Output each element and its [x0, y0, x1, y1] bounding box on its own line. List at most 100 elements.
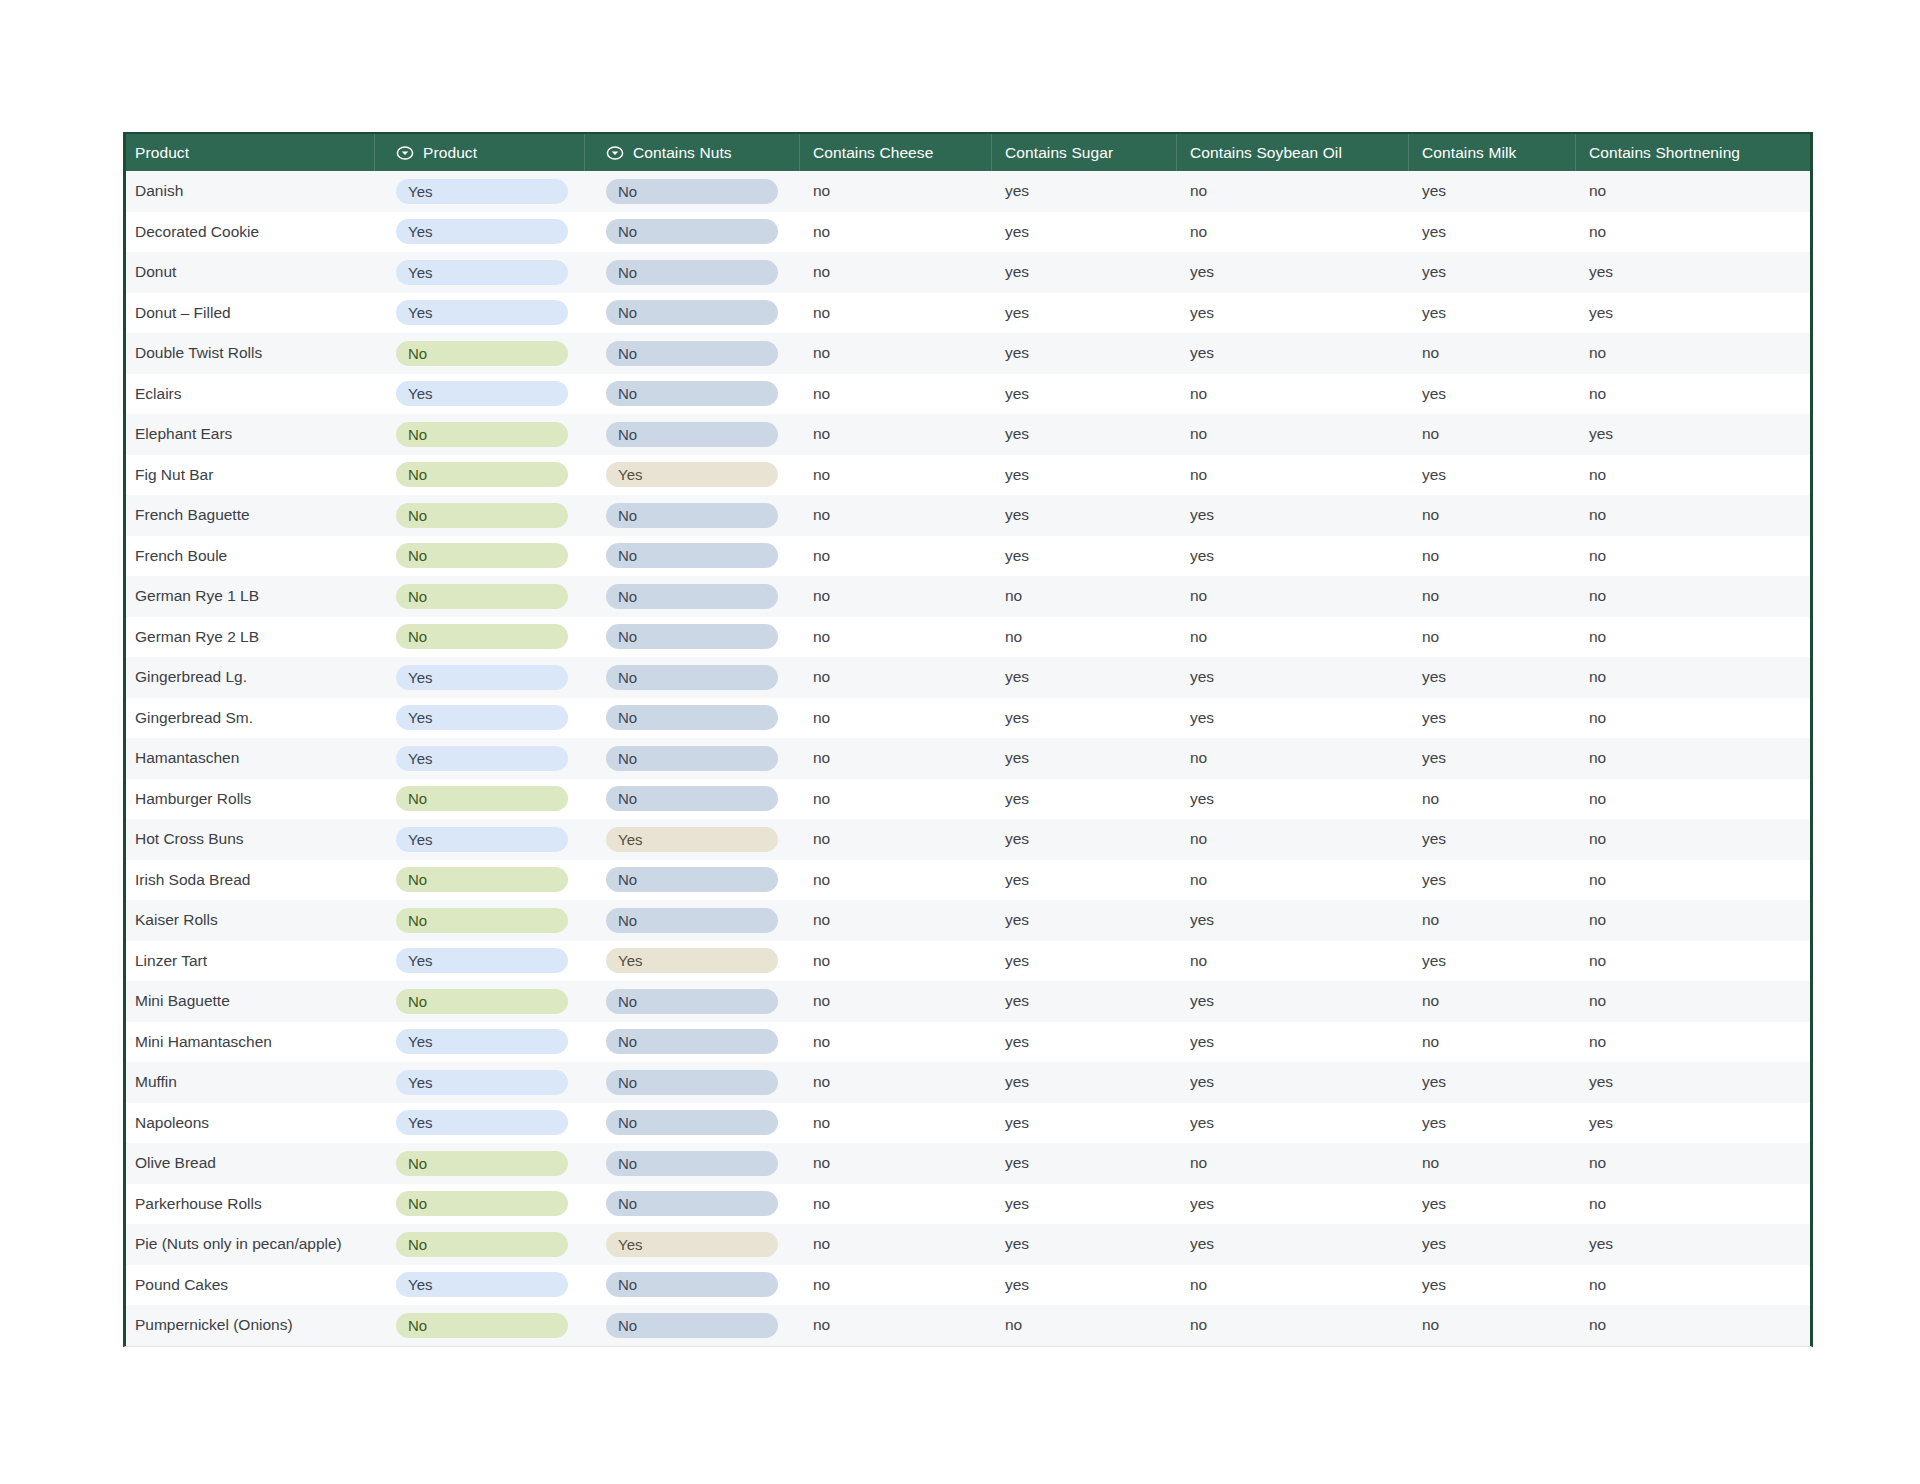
cell-contains-sugar-4[interactable]: yes	[991, 1062, 1176, 1103]
cell-contains-cheese-3[interactable]: no	[799, 657, 991, 698]
cell-contains-nuts-2[interactable]: No	[584, 657, 799, 698]
cell-contains-sugar-4[interactable]: yes	[991, 212, 1176, 253]
cell-contains-sugar-4[interactable]: yes	[991, 1224, 1176, 1265]
cell-contains-cheese-3[interactable]: no	[799, 779, 991, 820]
cell-contains-milk-6[interactable]: yes	[1408, 657, 1575, 698]
cell-product-1[interactable]: Yes	[374, 698, 584, 739]
cell-contains-cheese-3[interactable]: no	[799, 819, 991, 860]
cell-contains-milk-6[interactable]: yes	[1408, 455, 1575, 496]
cell-product-1[interactable]: Yes	[374, 171, 584, 212]
cell-contains-shortnening-7[interactable]: no	[1575, 1265, 1810, 1306]
cell-contains-cheese-3[interactable]: no	[799, 455, 991, 496]
cell-product-0[interactable]: French Boule	[126, 536, 374, 577]
cell-contains-nuts-2[interactable]: No	[584, 1103, 799, 1144]
cell-product-1[interactable]: Yes	[374, 941, 584, 982]
cell-contains-milk-6[interactable]: yes	[1408, 171, 1575, 212]
cell-contains-soybean-oil-5[interactable]: no	[1176, 212, 1408, 253]
cell-contains-soybean-oil-5[interactable]: yes	[1176, 1022, 1408, 1063]
cell-contains-cheese-3[interactable]: no	[799, 698, 991, 739]
cell-contains-milk-6[interactable]: yes	[1408, 1265, 1575, 1306]
cell-contains-cheese-3[interactable]: no	[799, 1184, 991, 1225]
cell-contains-shortnening-7[interactable]: yes	[1575, 293, 1810, 334]
cell-contains-cheese-3[interactable]: no	[799, 293, 991, 334]
cell-product-1[interactable]: No	[374, 455, 584, 496]
cell-contains-milk-6[interactable]: yes	[1408, 252, 1575, 293]
cell-contains-sugar-4[interactable]: yes	[991, 981, 1176, 1022]
cell-contains-sugar-4[interactable]: yes	[991, 1265, 1176, 1306]
cell-product-0[interactable]: Hot Cross Buns	[126, 819, 374, 860]
cell-product-1[interactable]: No	[374, 1224, 584, 1265]
cell-contains-sugar-4[interactable]: no	[991, 576, 1176, 617]
cell-contains-soybean-oil-5[interactable]: yes	[1176, 1184, 1408, 1225]
cell-contains-sugar-4[interactable]: yes	[991, 252, 1176, 293]
cell-product-1[interactable]: No	[374, 414, 584, 455]
cell-contains-soybean-oil-5[interactable]: yes	[1176, 536, 1408, 577]
cell-contains-milk-6[interactable]: no	[1408, 414, 1575, 455]
cell-product-1[interactable]: No	[374, 860, 584, 901]
cell-contains-shortnening-7[interactable]: yes	[1575, 252, 1810, 293]
cell-contains-soybean-oil-5[interactable]: no	[1176, 455, 1408, 496]
cell-contains-nuts-2[interactable]: No	[584, 860, 799, 901]
cell-contains-shortnening-7[interactable]: no	[1575, 1022, 1810, 1063]
column-header-contains-cheese-3[interactable]: Contains Cheese	[799, 134, 991, 171]
cell-contains-milk-6[interactable]: no	[1408, 536, 1575, 577]
cell-contains-nuts-2[interactable]: No	[584, 171, 799, 212]
cell-contains-cheese-3[interactable]: no	[799, 414, 991, 455]
cell-contains-shortnening-7[interactable]: no	[1575, 738, 1810, 779]
cell-contains-shortnening-7[interactable]: no	[1575, 171, 1810, 212]
cell-contains-nuts-2[interactable]: No	[584, 981, 799, 1022]
cell-product-0[interactable]: Gingerbread Lg.	[126, 657, 374, 698]
cell-product-1[interactable]: No	[374, 333, 584, 374]
cell-contains-cheese-3[interactable]: no	[799, 1022, 991, 1063]
cell-contains-cheese-3[interactable]: no	[799, 1062, 991, 1103]
cell-contains-milk-6[interactable]: no	[1408, 900, 1575, 941]
cell-contains-cheese-3[interactable]: no	[799, 1224, 991, 1265]
cell-contains-cheese-3[interactable]: no	[799, 171, 991, 212]
cell-product-0[interactable]: Kaiser Rolls	[126, 900, 374, 941]
cell-contains-sugar-4[interactable]: yes	[991, 495, 1176, 536]
cell-contains-milk-6[interactable]: yes	[1408, 293, 1575, 334]
cell-product-1[interactable]: Yes	[374, 212, 584, 253]
cell-contains-sugar-4[interactable]: yes	[991, 171, 1176, 212]
cell-contains-soybean-oil-5[interactable]: no	[1176, 617, 1408, 658]
cell-contains-nuts-2[interactable]: No	[584, 374, 799, 415]
cell-contains-shortnening-7[interactable]: no	[1575, 779, 1810, 820]
cell-contains-soybean-oil-5[interactable]: yes	[1176, 1103, 1408, 1144]
cell-contains-nuts-2[interactable]: Yes	[584, 1224, 799, 1265]
cell-contains-milk-6[interactable]: no	[1408, 576, 1575, 617]
cell-contains-milk-6[interactable]: no	[1408, 779, 1575, 820]
cell-contains-cheese-3[interactable]: no	[799, 1103, 991, 1144]
cell-contains-shortnening-7[interactable]: yes	[1575, 414, 1810, 455]
cell-contains-shortnening-7[interactable]: no	[1575, 1184, 1810, 1225]
cell-product-1[interactable]: No	[374, 779, 584, 820]
cell-contains-soybean-oil-5[interactable]: no	[1176, 1143, 1408, 1184]
cell-contains-soybean-oil-5[interactable]: yes	[1176, 698, 1408, 739]
cell-contains-sugar-4[interactable]: yes	[991, 738, 1176, 779]
cell-contains-cheese-3[interactable]: no	[799, 1305, 991, 1346]
cell-contains-shortnening-7[interactable]: yes	[1575, 1103, 1810, 1144]
cell-contains-cheese-3[interactable]: no	[799, 900, 991, 941]
cell-contains-shortnening-7[interactable]: no	[1575, 455, 1810, 496]
cell-contains-soybean-oil-5[interactable]: yes	[1176, 252, 1408, 293]
column-header-contains-sugar-4[interactable]: Contains Sugar	[991, 134, 1176, 171]
cell-product-1[interactable]: No	[374, 617, 584, 658]
cell-contains-sugar-4[interactable]: yes	[991, 1184, 1176, 1225]
cell-product-0[interactable]: German Rye 1 LB	[126, 576, 374, 617]
cell-contains-milk-6[interactable]: no	[1408, 617, 1575, 658]
cell-contains-sugar-4[interactable]: yes	[991, 333, 1176, 374]
cell-contains-milk-6[interactable]: yes	[1408, 860, 1575, 901]
cell-contains-milk-6[interactable]: yes	[1408, 819, 1575, 860]
cell-product-0[interactable]: Hamantaschen	[126, 738, 374, 779]
cell-contains-soybean-oil-5[interactable]: yes	[1176, 657, 1408, 698]
cell-contains-nuts-2[interactable]: No	[584, 779, 799, 820]
cell-product-0[interactable]: Mini Baguette	[126, 981, 374, 1022]
cell-contains-shortnening-7[interactable]: no	[1575, 333, 1810, 374]
cell-contains-shortnening-7[interactable]: yes	[1575, 1062, 1810, 1103]
cell-contains-cheese-3[interactable]: no	[799, 1143, 991, 1184]
cell-contains-nuts-2[interactable]: No	[584, 495, 799, 536]
cell-product-1[interactable]: No	[374, 1143, 584, 1184]
cell-contains-soybean-oil-5[interactable]: no	[1176, 860, 1408, 901]
cell-product-0[interactable]: French Baguette	[126, 495, 374, 536]
cell-contains-soybean-oil-5[interactable]: yes	[1176, 1224, 1408, 1265]
cell-contains-sugar-4[interactable]: no	[991, 617, 1176, 658]
